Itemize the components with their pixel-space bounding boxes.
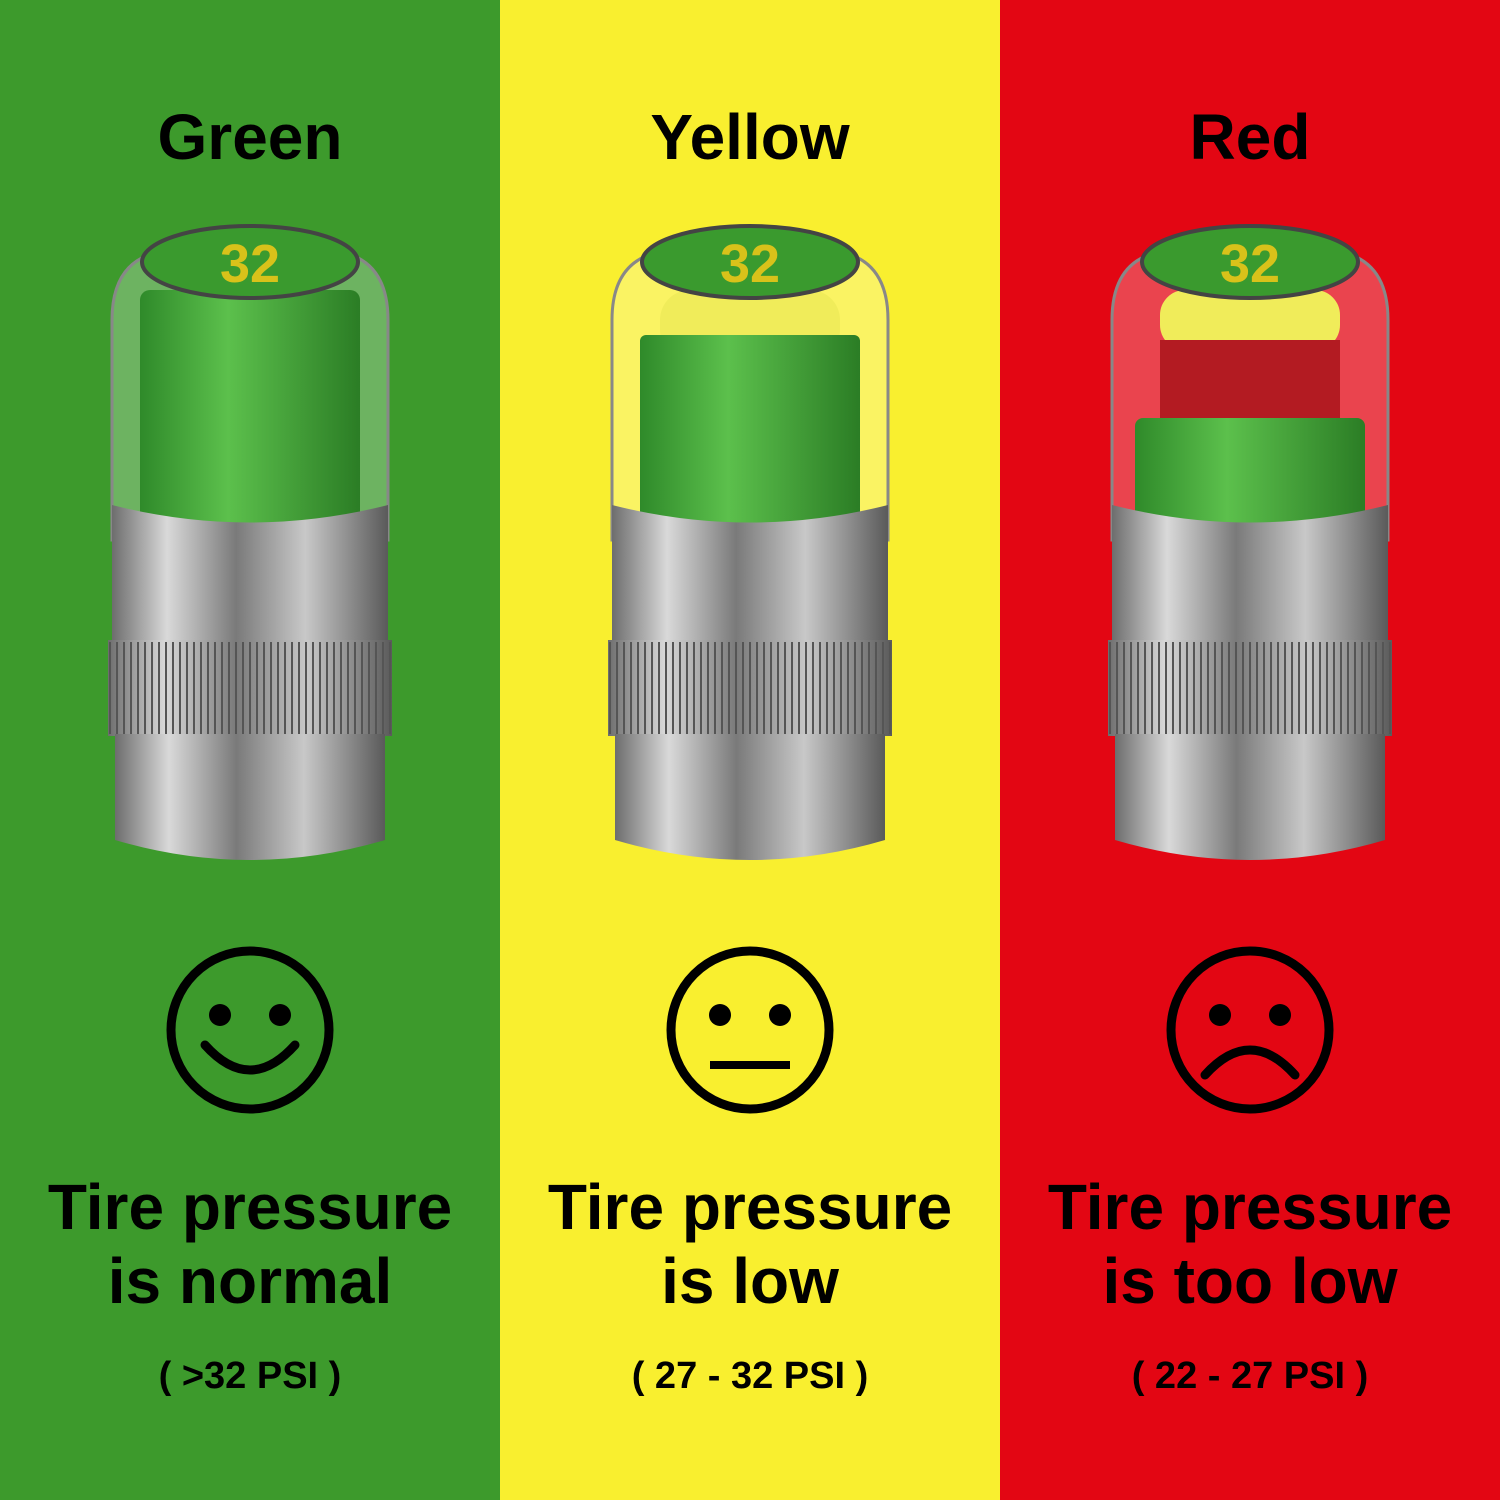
status-line-1: Tire pressure xyxy=(47,1171,453,1243)
valve-cap-indicator: 32 xyxy=(608,224,892,860)
panel-title: Green xyxy=(157,101,343,173)
status-panel-green: Green 32 Tire pressure is normal ( >32 P… xyxy=(0,0,500,1500)
cap-pressure-label: 32 xyxy=(1220,234,1280,294)
valve-cap-indicator: 32 xyxy=(1108,224,1392,860)
pressure-range: ( >32 PSI ) xyxy=(158,1355,342,1397)
status-line-2: is low xyxy=(661,1245,839,1317)
smiling-face-icon xyxy=(166,946,334,1114)
status-panel-red: Red 32 Tire pressure is too low ( 22 - 2… xyxy=(1000,0,1500,1500)
status-description: Tire pressure is too low xyxy=(1000,1170,1500,1318)
neutral-face-icon xyxy=(666,946,834,1114)
panel-title: Red xyxy=(1189,101,1311,173)
status-line-1: Tire pressure xyxy=(547,1171,953,1243)
panel-title: Yellow xyxy=(650,101,850,173)
status-description: Tire pressure is normal xyxy=(0,1170,500,1318)
status-line-2: is too low xyxy=(1102,1245,1398,1317)
sad-face-icon xyxy=(1166,946,1334,1114)
cap-pressure-label: 32 xyxy=(720,234,780,294)
status-line-2: is normal xyxy=(107,1245,393,1317)
status-description: Tire pressure is low xyxy=(500,1170,1000,1318)
pressure-range: ( 22 - 27 PSI ) xyxy=(1131,1355,1369,1397)
status-line-1: Tire pressure xyxy=(1047,1171,1453,1243)
pressure-range: ( 27 - 32 PSI ) xyxy=(631,1355,869,1397)
valve-cap-indicator: 32 xyxy=(108,224,392,860)
cap-pressure-label: 32 xyxy=(220,234,280,294)
status-panel-yellow: Yellow 32 Tire pressure is low ( 27 - 32… xyxy=(500,0,1000,1500)
